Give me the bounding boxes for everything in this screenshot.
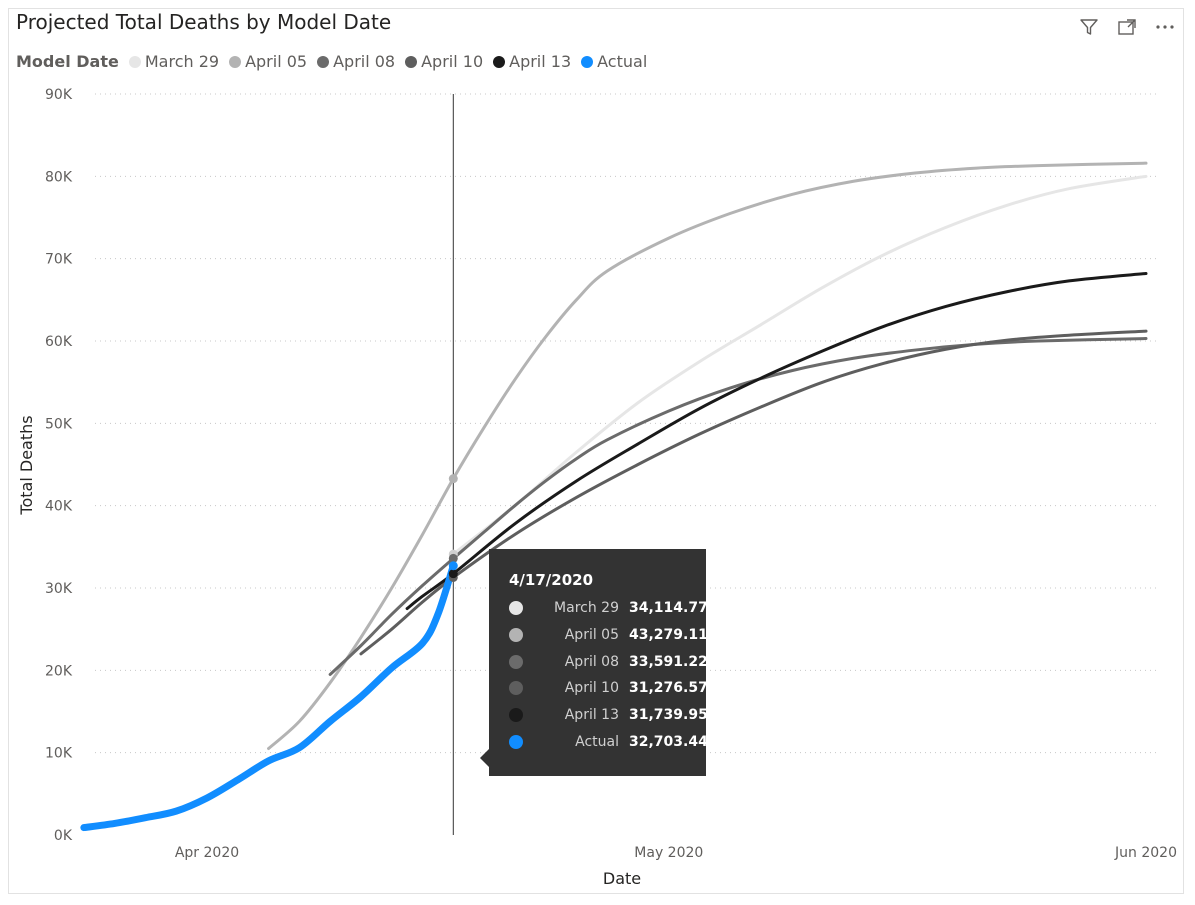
legend-label: April 13 [509,52,572,71]
tooltip-series-value: 43,279.11 [629,627,708,644]
tooltip-series-value: 31,276.57 [629,680,708,697]
tooltip-date: 4/17/2020 [509,571,594,589]
tooltip-series-name: April 08 [564,653,619,670]
legend-dot [405,55,418,68]
legend-item-april-05[interactable]: April 05 [229,52,307,71]
legend-item-april-13[interactable]: April 13 [493,52,571,71]
hover-marker-actual [448,561,458,571]
y-tick-label: 40K [45,499,73,515]
tooltip-series-name: March 29 [554,600,619,617]
tooltip-series-value: 32,703.44 [629,733,708,750]
tooltip-series-value: 31,739.95 [629,707,708,724]
series-line-april-05 [267,161,1148,751]
legend-label: April 10 [421,52,484,71]
legend-label: April 08 [333,52,396,71]
y-tick-label: 70K [45,252,73,268]
chart-title: Projected Total Deaths by Model Date [16,10,392,34]
tooltip-row-april-13: April 13 31,739.95 [509,702,708,729]
y-tick-label: 10K [45,746,73,762]
y-tick-label: 80K [45,169,73,185]
tooltip-series-name: Actual [575,733,619,750]
legend-label: Actual [597,52,648,71]
y-tick-label: 60K [45,334,73,350]
legend-dot [229,55,242,68]
tooltip-row-actual: Actual 32,703.44 [509,728,708,755]
legend-dot [128,55,141,68]
y-tick-label: 50K [45,416,73,432]
legend-item-april-08[interactable]: April 08 [317,52,395,71]
legend-item-april-10[interactable]: April 10 [405,52,483,71]
tooltip-series-name: April 05 [564,627,619,644]
x-tick-label: May 2020 [634,845,703,861]
y-tick-label: 0K [54,828,73,844]
hover-marker-april-08 [448,553,458,563]
y-tick-label: 30K [45,581,73,597]
tooltip-series-value: 34,114.77 [629,600,708,617]
tooltip-row-april-08: April 08 33,591.22 [509,648,708,675]
y-tick-label: 90K [45,87,73,103]
hover-marker-april-13 [448,569,458,579]
filter-icon[interactable] [1077,16,1101,38]
legend-dot [493,55,506,68]
tooltip-dot [509,601,523,616]
tooltip-dot [509,708,523,723]
tooltip-row-march-29: March 29 34,114.77 [509,595,708,622]
legend-dot [581,55,594,68]
y-tick-label: 20K [45,663,73,679]
legend: Model Date March 29 April 05 April 08 Ap… [16,52,657,71]
tooltip-dot [509,628,523,643]
legend-title: Model Date [16,52,119,71]
series-line-april-13 [405,271,1148,611]
tooltip-dot [509,734,523,749]
series-line-actual [80,562,457,832]
tooltip-series-name: April 10 [564,680,619,697]
legend-item-march-29[interactable]: March 29 [128,52,220,71]
tooltip: 4/17/2020 March 29 34,114.77 April 05 43,2… [480,549,708,776]
x-tick-label: Jun 2020 [1114,845,1177,861]
series-line-april-10 [359,329,1148,656]
tooltip-series-value: 33,591.22 [629,653,708,670]
legend-item-actual[interactable]: Actual [581,52,647,71]
tooltip-dot [509,681,523,696]
tooltip-row-april-10: April 10 31,276.57 [509,675,708,702]
tooltip-dot [509,654,523,669]
focus-mode-icon[interactable] [1115,16,1139,38]
legend-dot [317,55,330,68]
tooltip-row-april-05: April 05 43,279.11 [509,622,708,649]
x-axis-title: Date [603,869,641,888]
legend-label: March 29 [144,52,220,71]
x-tick-label: Apr 2020 [175,845,239,861]
visual-toolbar [1077,16,1177,38]
hover-marker-april-05 [448,474,458,484]
y-axis-title: Total Deaths [17,415,36,515]
series-line-april-08 [328,337,1148,676]
more-options-icon[interactable] [1153,16,1177,38]
series-line-march-29 [451,174,1148,556]
tooltip-series-name: April 13 [564,707,619,724]
legend-label: April 05 [245,52,308,71]
